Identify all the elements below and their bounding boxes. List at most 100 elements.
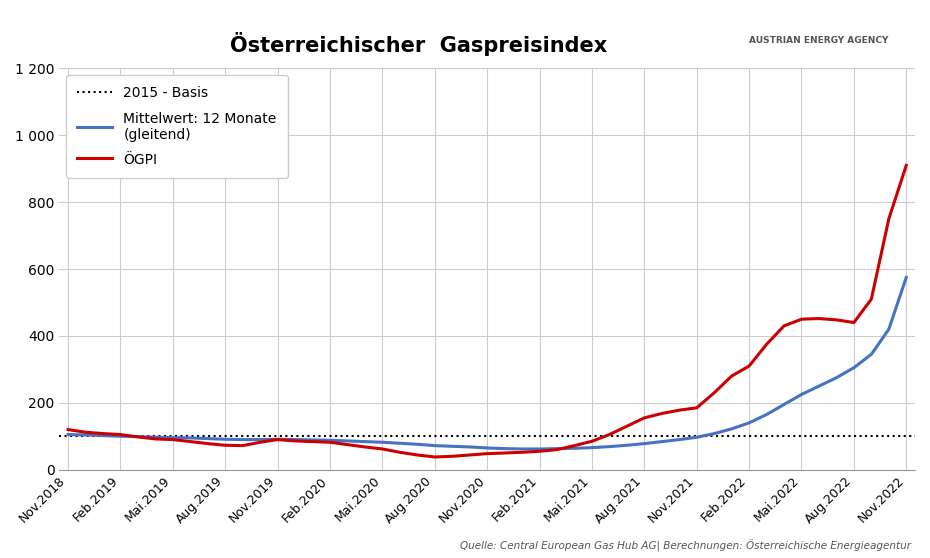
Mittelwert: 12 Monate
(gleitend): (42, 225): 12 Monate (gleitend): (42, 225) [796,391,807,398]
ÖGPI [726,373,737,379]
ÖGPI [62,426,73,433]
Mittelwert: 12 Monate
(gleitend): (47, 420): 12 Monate (gleitend): (47, 420) [884,326,895,333]
ÖGPI [639,415,650,421]
ÖGPI [900,162,911,169]
Mittelwert: 12 Monate
(gleitend): (19, 79): 12 Monate (gleitend): (19, 79) [394,440,405,446]
Mittelwert: 12 Monate
(gleitend): (14, 89): 12 Monate (gleitend): (14, 89) [307,436,318,443]
ÖGPI [115,431,126,438]
Mittelwert: 12 Monate
(gleitend): (12, 91): 12 Monate (gleitend): (12, 91) [272,436,284,442]
Mittelwert: 12 Monate
(gleitend): (32, 73): 12 Monate (gleitend): (32, 73) [621,442,632,449]
ÖGPI [80,429,91,436]
ÖGPI [761,341,772,348]
ÖGPI [98,430,109,437]
Mittelwert: 12 Monate
(gleitend): (35, 90): 12 Monate (gleitend): (35, 90) [673,436,684,443]
ÖGPI [604,431,615,438]
Mittelwert: 12 Monate
(gleitend): (40, 165): 12 Monate (gleitend): (40, 165) [761,411,772,418]
Mittelwert: 12 Monate
(gleitend): (41, 195): 12 Monate (gleitend): (41, 195) [778,401,790,408]
ÖGPI [342,441,353,448]
Text: Quelle: Central European Gas Hub AG| Berechnungen: Österreichische Energieagentu: Quelle: Central European Gas Hub AG| Ber… [460,540,911,552]
Mittelwert: 12 Monate
(gleitend): (5, 97): 12 Monate (gleitend): (5, 97) [150,434,161,441]
Mittelwert: 12 Monate
(gleitend): (26, 62): 12 Monate (gleitend): (26, 62) [516,446,527,453]
Mittelwert: 12 Monate
(gleitend): (23, 68): 12 Monate (gleitend): (23, 68) [464,444,475,450]
Line: ÖGPI: ÖGPI [68,165,906,457]
Title: Österreichischer  Gaspreisindex: Österreichischer Gaspreisindex [230,32,607,56]
Mittelwert: 12 Monate
(gleitend): (13, 90): 12 Monate (gleitend): (13, 90) [289,436,300,443]
ÖGPI [446,453,458,460]
Mittelwert: 12 Monate
(gleitend): (1, 104): 12 Monate (gleitend): (1, 104) [80,431,91,438]
Mittelwert: 12 Monate
(gleitend): (15, 88): 12 Monate (gleitend): (15, 88) [325,437,336,444]
Legend: 2015 - Basis, Mittelwert: 12 Monate
(gleitend), ÖGPI: 2015 - Basis, Mittelwert: 12 Monate (gle… [66,75,287,178]
ÖGPI [569,442,580,449]
ÖGPI [499,450,511,456]
Line: Mittelwert: 12 Monate
(gleitend): Mittelwert: 12 Monate (gleitend) [68,277,906,449]
Mittelwert: 12 Monate
(gleitend): (8, 93): 12 Monate (gleitend): (8, 93) [202,435,213,442]
ÖGPI [551,446,563,453]
Mittelwert: 12 Monate
(gleitend): (34, 84): 12 Monate (gleitend): (34, 84) [657,438,668,445]
Mittelwert: 12 Monate
(gleitend): (48, 575): 12 Monate (gleitend): (48, 575) [900,274,911,281]
ÖGPI [464,451,475,458]
Mittelwert: 12 Monate
(gleitend): (44, 275): 12 Monate (gleitend): (44, 275) [830,374,842,381]
ÖGPI [219,442,231,449]
ÖGPI [866,296,877,302]
Mittelwert: 12 Monate
(gleitend): (7, 95): 12 Monate (gleitend): (7, 95) [185,435,196,441]
ÖGPI [272,436,284,443]
Mittelwert: 12 Monate
(gleitend): (31, 69): 12 Monate (gleitend): (31, 69) [604,443,615,450]
Mittelwert: 12 Monate
(gleitend): (46, 345): 12 Monate (gleitend): (46, 345) [866,351,877,358]
Mittelwert: 12 Monate
(gleitend): (25, 63): 12 Monate (gleitend): (25, 63) [499,445,511,452]
ÖGPI [412,451,423,458]
ÖGPI [534,448,545,455]
Mittelwert: 12 Monate
(gleitend): (17, 84): 12 Monate (gleitend): (17, 84) [359,438,370,445]
Mittelwert: 12 Monate
(gleitend): (43, 250): 12 Monate (gleitend): (43, 250) [814,383,825,389]
Mittelwert: 12 Monate
(gleitend): (29, 64): 12 Monate (gleitend): (29, 64) [569,445,580,451]
Mittelwert: 12 Monate
(gleitend): (18, 82): 12 Monate (gleitend): (18, 82) [377,439,388,446]
ÖGPI [673,407,684,413]
ÖGPI [796,316,807,323]
Mittelwert: 12 Monate
(gleitend): (2, 102): 12 Monate (gleitend): (2, 102) [98,432,109,439]
ÖGPI [482,450,493,457]
ÖGPI [185,438,196,445]
ÖGPI [307,438,318,445]
Mittelwert: 12 Monate
(gleitend): (0, 105): 12 Monate (gleitend): (0, 105) [62,431,73,438]
ÖGPI [848,319,859,326]
Mittelwert: 12 Monate
(gleitend): (20, 76): 12 Monate (gleitend): (20, 76) [412,441,423,448]
ÖGPI [167,436,179,443]
Mittelwert: 12 Monate
(gleitend): (22, 70): 12 Monate (gleitend): (22, 70) [446,443,458,450]
ÖGPI [289,437,300,444]
ÖGPI [516,449,527,456]
ÖGPI [430,454,441,460]
ÖGPI [621,423,632,430]
Mittelwert: 12 Monate
(gleitend): (6, 96): 12 Monate (gleitend): (6, 96) [167,434,179,441]
Mittelwert: 12 Monate
(gleitend): (21, 72): 12 Monate (gleitend): (21, 72) [430,442,441,449]
Mittelwert: 12 Monate
(gleitend): (24, 65): 12 Monate (gleitend): (24, 65) [482,445,493,451]
Mittelwert: 12 Monate
(gleitend): (3, 100): 12 Monate (gleitend): (3, 100) [115,433,126,440]
ÖGPI [237,442,248,449]
ÖGPI [778,323,790,329]
ÖGPI [709,389,720,396]
Mittelwert: 12 Monate
(gleitend): (36, 97): 12 Monate (gleitend): (36, 97) [691,434,702,441]
Mittelwert: 12 Monate
(gleitend): (10, 90): 12 Monate (gleitend): (10, 90) [237,436,248,443]
Mittelwert: 12 Monate
(gleitend): (39, 140): 12 Monate (gleitend): (39, 140) [743,420,754,426]
ÖGPI [150,436,161,442]
ÖGPI [394,449,405,456]
ÖGPI [132,434,143,440]
Mittelwert: 12 Monate
(gleitend): (4, 99): 12 Monate (gleitend): (4, 99) [132,433,143,440]
Mittelwert: 12 Monate
(gleitend): (27, 62): 12 Monate (gleitend): (27, 62) [534,446,545,453]
ÖGPI [691,405,702,411]
ÖGPI [255,439,266,446]
ÖGPI [743,363,754,369]
Mittelwert: 12 Monate
(gleitend): (45, 305): 12 Monate (gleitend): (45, 305) [848,364,859,371]
Mittelwert: 12 Monate
(gleitend): (33, 78): 12 Monate (gleitend): (33, 78) [639,440,650,447]
Mittelwert: 12 Monate
(gleitend): (28, 63): 12 Monate (gleitend): (28, 63) [551,445,563,452]
ÖGPI [202,440,213,447]
Mittelwert: 12 Monate
(gleitend): (37, 108): 12 Monate (gleitend): (37, 108) [709,430,720,437]
ÖGPI [814,315,825,322]
ÖGPI [830,316,842,323]
Mittelwert: 12 Monate
(gleitend): (16, 86): 12 Monate (gleitend): (16, 86) [342,437,353,444]
ÖGPI [325,439,336,446]
Mittelwert: 12 Monate
(gleitend): (38, 122): 12 Monate (gleitend): (38, 122) [726,426,737,432]
ÖGPI [587,438,598,445]
ÖGPI [377,446,388,453]
ÖGPI [884,215,895,222]
ÖGPI [657,410,668,417]
Mittelwert: 12 Monate
(gleitend): (30, 66): 12 Monate (gleitend): (30, 66) [587,444,598,451]
